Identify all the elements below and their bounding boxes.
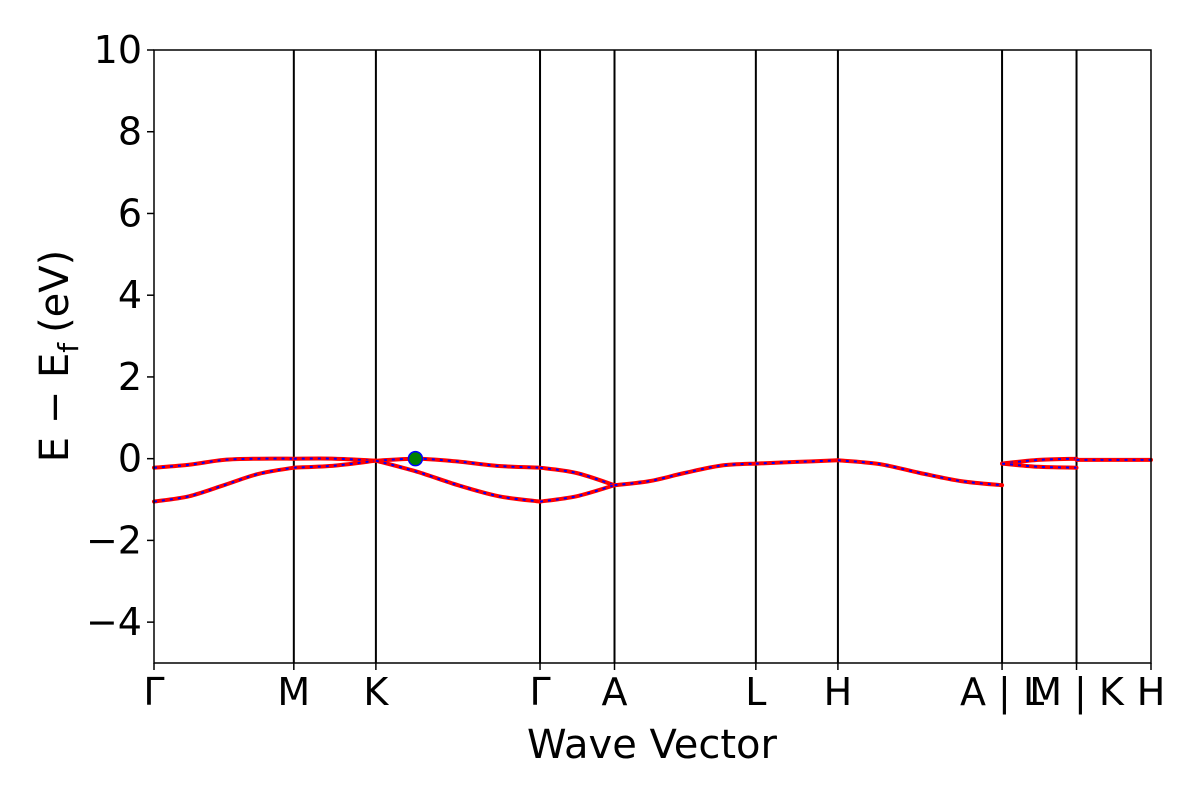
band-line-red	[612, 461, 758, 488]
band-line-blue-dashed	[293, 459, 377, 469]
x-tick-label: Γ	[529, 670, 550, 714]
x-tick-label: A | L	[960, 670, 1044, 715]
x-tick-label: A	[602, 670, 628, 714]
x-tick-label: Γ	[143, 670, 164, 714]
marker-layer	[407, 450, 424, 467]
x-tick-label: K	[363, 670, 389, 714]
band-line-red	[373, 458, 542, 504]
band-line-blue-dashed	[1002, 462, 1077, 469]
band-lines	[152, 456, 1153, 504]
band-line-red	[291, 458, 378, 470]
band-line-red	[152, 456, 296, 470]
y-axis-title: E − Ef (eV)	[32, 250, 85, 463]
band-line-blue-dashed	[837, 459, 1003, 487]
y-tick-label: 2	[118, 355, 142, 399]
plot-frame	[153, 49, 1152, 664]
y-tick-label: 6	[118, 191, 142, 235]
band-line-blue-dashed	[539, 484, 615, 503]
band-line-blue-dashed	[153, 466, 294, 503]
x-tick-label: M	[277, 670, 310, 714]
x-tick-label: L	[745, 670, 766, 714]
x-axis-ticks: Γ M K Γ A L H A | LM | K H	[143, 663, 1165, 715]
band-line-blue-dashed	[755, 459, 838, 465]
x-tick-label: H	[1137, 670, 1166, 714]
y-tick-label: 0	[118, 437, 142, 481]
x-tick-label: H	[824, 670, 853, 714]
vbm-marker	[407, 450, 424, 467]
y-tick-label: −2	[86, 518, 142, 562]
band-line-red	[835, 458, 1005, 488]
y-tick-label: 8	[118, 110, 142, 154]
x-axis-title: Wave Vector	[527, 722, 778, 768]
y-tick-label: 4	[118, 273, 142, 317]
y-axis-title-subscript: f	[52, 342, 85, 353]
band-line-red	[538, 465, 617, 488]
kpoint-lines	[292, 50, 1078, 663]
y-tick-label: 10	[94, 28, 142, 72]
y-tick-label: −4	[86, 600, 142, 644]
y-axis-ticks: 10 8 6 4 2 0 −2 −4	[86, 28, 154, 644]
y-axis-title-main: E − E	[32, 353, 78, 463]
x-tick-label: M | K	[1029, 670, 1125, 715]
y-axis-title-unit: (eV)	[32, 250, 78, 333]
band-line-blue-dashed	[375, 457, 541, 469]
band-line-red	[1000, 461, 1079, 470]
band-line-blue-dashed	[539, 466, 615, 487]
